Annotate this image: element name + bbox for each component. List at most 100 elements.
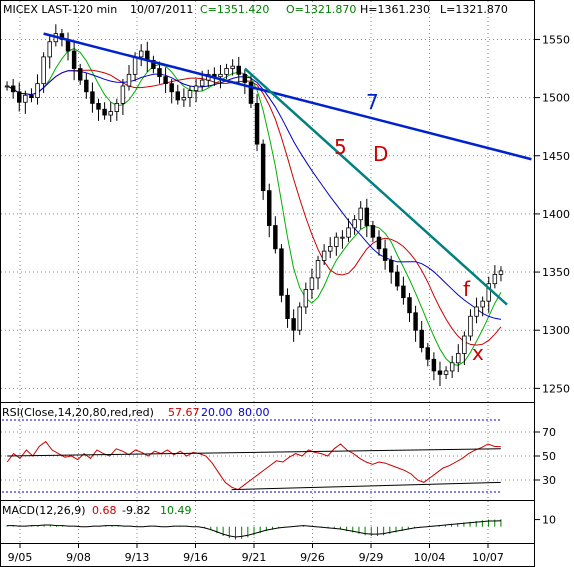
candle-body [236,65,241,75]
trendline-5 [244,67,508,306]
candle-body [17,91,22,103]
candle-body [29,94,34,99]
candle-body [260,143,266,192]
time-tick-label: 10/07 [472,551,504,564]
candle-body [175,91,181,101]
ma-mid-line [6,69,502,346]
candles [4,24,504,387]
grid [1,1,534,543]
time-tick-label: 10/04 [414,551,446,564]
macd-axis: 10 [534,514,556,527]
time-tick-label: 9/21 [242,551,267,564]
price-tick-label: 1550 [542,33,570,46]
time-tick-label: 9/08 [66,551,91,564]
time-axis: 9/05 9/08 9/13 9/16 9/21 9/26 9/29 10/04 10/07 [8,543,504,564]
candle-body [230,65,235,69]
candle-body [23,94,28,103]
candle-body [358,207,363,221]
macd-tick-label: 10 [542,514,556,527]
candle-body [187,90,193,98]
candle-body [96,103,101,110]
candle-body [346,227,351,238]
header-open: O=1321.870 [286,3,356,16]
candle-body [4,85,10,88]
header-date: 10/07/2011 [130,3,193,16]
candle-body [382,248,388,261]
annotation-f: f [463,277,471,301]
header-high: H=1361.230 [360,3,430,16]
header-close: C=1351.420 [200,3,269,16]
price-axis: 1550 1500 1450 1400 1350 1300 1250 [534,33,570,395]
rsi-upper-trendline [7,448,501,457]
candle-body [273,225,278,250]
candle-body [35,83,40,98]
candle-body [309,277,315,290]
candle-body [242,73,248,83]
rsi-label: RSI(Close,14,20,80,red,red) [2,406,154,419]
candle-body [376,236,382,250]
trendline-7 [43,32,532,161]
candle-body [419,329,424,349]
candle-body [169,83,174,93]
candle-body [193,85,199,92]
rsi-value: 57.67 [168,406,200,419]
time-tick-label: 9/05 [8,551,33,564]
candle-body [437,370,443,375]
candle-body [108,111,113,116]
candle-body [218,73,223,78]
candle-body [474,306,479,317]
candle-body [47,41,52,58]
candle-body [151,59,156,69]
candle-body [126,73,132,87]
rsi-line [6,440,501,491]
candle-body [492,273,498,285]
price-tick-label: 1500 [542,92,570,105]
annotation-5: 5 [334,135,347,159]
candle-body [285,294,290,319]
candle-body [248,82,254,104]
price-tick-label: 1400 [542,208,570,221]
candle-body [486,283,491,302]
ma-slow-line [6,70,502,320]
annotation-7: 7 [366,90,379,114]
header-low: L=1321.870 [440,3,508,16]
time-tick-label: 9/13 [125,551,150,564]
candle-body [334,236,339,247]
candle-body [425,347,431,360]
rsi-high-level: 80.00 [238,406,270,419]
price-tick-label: 1450 [542,150,570,163]
rsi-plot [2,419,501,493]
macd-line [7,520,501,538]
candle-body [456,353,461,364]
candle-body [291,318,296,331]
candle-body [498,270,504,275]
time-tick-label: 9/16 [183,551,208,564]
rsi-lower-trendline [231,481,501,491]
candle-body [303,289,309,308]
candle-body [364,207,370,226]
rsi-tick-label: 70 [542,426,556,439]
candle-body [413,312,418,331]
candle-body [224,68,229,75]
time-tick-label: 9/29 [359,551,384,564]
candle-body [327,246,333,252]
candle-body [352,219,357,229]
macd-value-1: 0.68 [92,504,117,517]
rsi-tick-label: 50 [542,450,556,463]
price-tick-label: 1250 [542,382,570,395]
candle-body [10,85,16,93]
candle-body [181,97,187,101]
rsi-tick-label: 30 [542,474,556,487]
price-tick-label: 1350 [542,266,570,279]
candle-body [401,285,406,299]
moving-averages [6,48,502,366]
candle-body [468,315,473,337]
candle-body [199,79,205,87]
header-symbol: MICEX LAST-120 min [3,3,117,16]
candle-body [431,358,437,372]
candle-body [279,248,284,296]
candle-body [138,50,144,58]
candle-body [102,108,107,116]
candle-body [321,250,327,261]
